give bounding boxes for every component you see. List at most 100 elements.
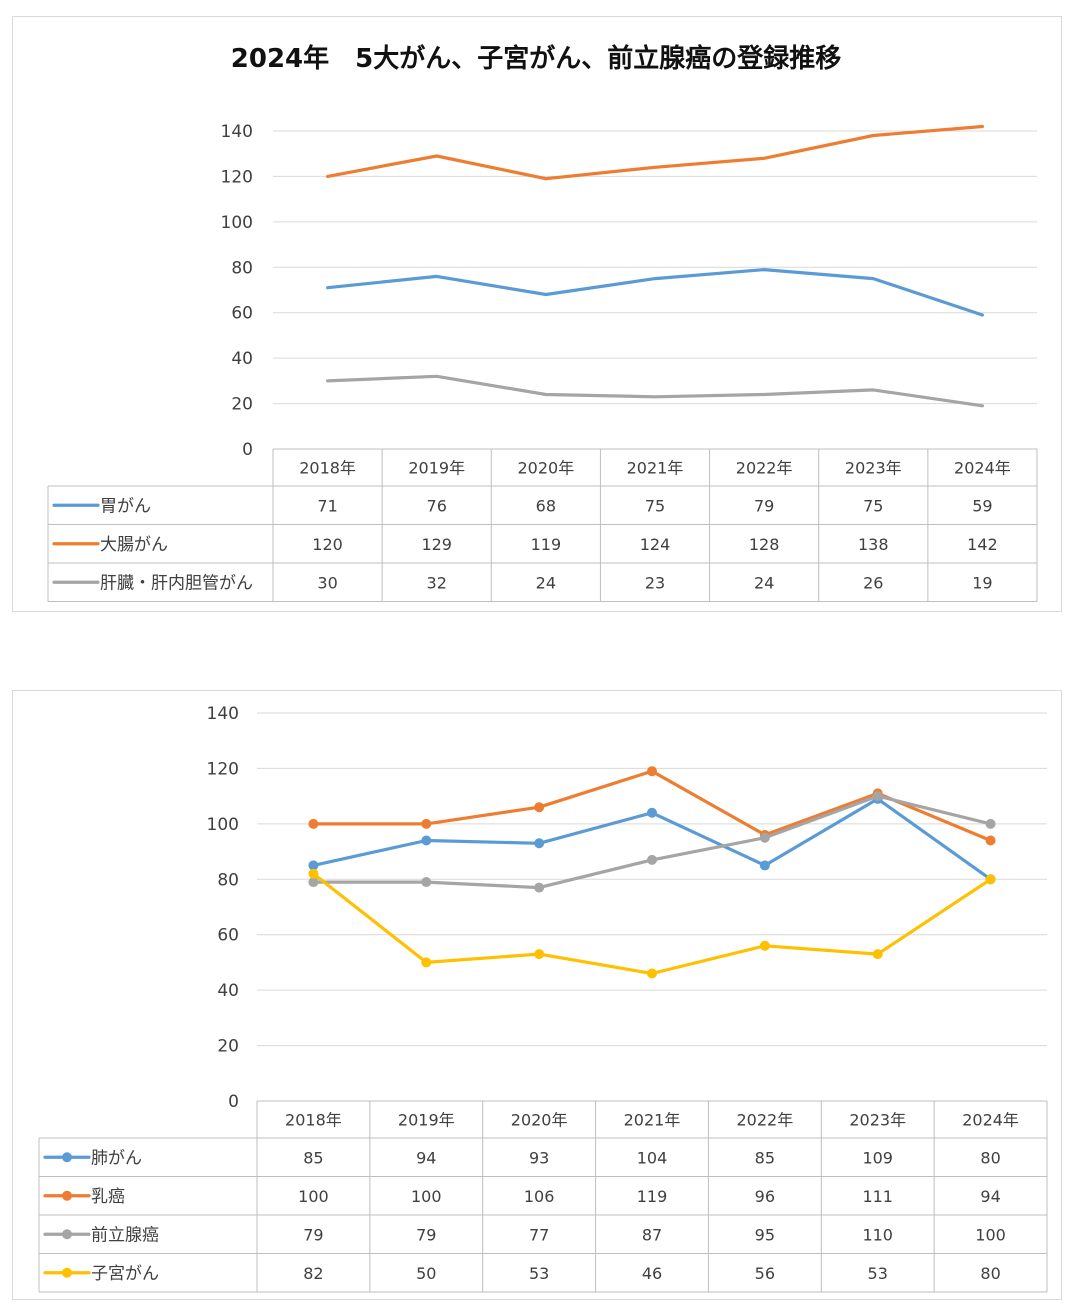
data-table-value: 138 — [858, 535, 889, 554]
data-table-value: 53 — [868, 1264, 888, 1283]
x-category-label: 2021年 — [627, 459, 684, 478]
y-tick-label: 60 — [217, 926, 239, 946]
data-table-value: 76 — [427, 496, 447, 515]
data-point — [872, 791, 883, 802]
data-table-value: 96 — [755, 1187, 775, 1206]
data-table-value: 82 — [303, 1264, 323, 1283]
data-point — [647, 807, 657, 818]
data-point — [647, 766, 657, 777]
data-table-value: 129 — [421, 535, 452, 554]
data-table-value: 32 — [427, 573, 447, 592]
data-point — [534, 882, 545, 893]
y-tick-label: 20 — [231, 395, 253, 415]
data-point — [308, 818, 319, 829]
legend-label: 胃がん — [100, 496, 151, 516]
data-table-value: 23 — [645, 573, 665, 592]
series-line-4 — [311, 872, 993, 976]
y-tick-label: 40 — [217, 981, 239, 1001]
data-table-value: 46 — [642, 1264, 662, 1283]
x-category-label: 2023年 — [849, 1111, 906, 1130]
y-tick-label: 80 — [217, 870, 239, 890]
data-point — [759, 940, 770, 951]
x-category-label: 2018年 — [285, 1111, 342, 1130]
data-table-value: 85 — [303, 1148, 323, 1167]
x-category-label: 2020年 — [511, 1111, 568, 1130]
data-point — [647, 968, 657, 979]
data-table-value: 24 — [754, 573, 774, 592]
chart-panel-bottom: 0 20 40 60 80 100 120 140 2018年 2019年 2020年 2021年 20… — [12, 690, 1062, 1300]
data-table-value: 93 — [529, 1148, 549, 1167]
legend-label: 乳癌 — [91, 1187, 125, 1207]
data-table-value: 110 — [862, 1225, 893, 1244]
data-table-value: 120 — [312, 535, 343, 554]
data-table-value: 119 — [637, 1187, 668, 1206]
data-point — [534, 949, 545, 960]
legend-marker-1 — [62, 1152, 72, 1163]
data-table-value: 124 — [640, 535, 671, 554]
data-table-value: 100 — [411, 1187, 442, 1206]
x-category-label: 2023年 — [845, 459, 902, 478]
data-table-value: 100 — [298, 1187, 329, 1206]
series-line-1 — [326, 268, 985, 317]
x-category-label: 2020年 — [517, 459, 574, 478]
data-point — [308, 877, 319, 888]
data-point — [985, 835, 996, 846]
data-table-value: 79 — [416, 1225, 436, 1244]
chart-bottom: 0 20 40 60 80 100 120 140 2018年 2019年 2020年 2021年 20… — [38, 704, 1048, 1293]
chart-top: 2024年 5大がん、子宮がん、前立腺癌の登録推移 0 20 40 60 80 100 120… — [47, 43, 1038, 602]
data-table-value: 71 — [317, 496, 337, 515]
data-table-value: 85 — [755, 1148, 775, 1167]
data-table-value: 94 — [416, 1148, 436, 1167]
x-category-label: 2022年 — [736, 459, 793, 478]
data-table-value: 79 — [303, 1225, 323, 1244]
x-category-label: 2019年 — [408, 459, 465, 478]
data-table-value: 87 — [642, 1225, 662, 1244]
data-table-value: 128 — [749, 535, 780, 554]
data-point — [308, 860, 319, 871]
chart-title: 2024年 5大がん、子宮がん、前立腺癌の登録推移 — [231, 43, 841, 74]
data-point — [985, 874, 996, 885]
y-tick-label: 60 — [231, 304, 253, 324]
legend-label: 肺がん — [91, 1148, 142, 1168]
data-point — [872, 949, 883, 960]
data-point — [534, 838, 545, 849]
data-point — [534, 802, 545, 813]
y-tick-label: 120 — [221, 167, 253, 187]
x-category-label: 2024年 — [962, 1111, 1019, 1130]
x-category-label: 2024年 — [954, 459, 1011, 478]
y-tick-label: 140 — [221, 122, 253, 142]
data-table-value: 50 — [416, 1264, 436, 1283]
data-point — [308, 868, 319, 879]
data-table-value: 53 — [529, 1264, 549, 1283]
legend-marker-2 — [62, 1190, 72, 1201]
y-tick-label: 100 — [221, 213, 253, 233]
data-table-value: 106 — [524, 1187, 555, 1206]
data-table-value: 59 — [972, 496, 992, 515]
y-tick-label: 20 — [217, 1037, 239, 1057]
legend-marker-4 — [62, 1267, 72, 1278]
legend-label: 大腸がん — [100, 535, 168, 555]
x-category-label: 2022年 — [736, 1111, 793, 1130]
x-category-label: 2018年 — [299, 459, 356, 478]
data-point — [759, 832, 770, 843]
data-table-value: 75 — [645, 496, 665, 515]
y-tick-label: 40 — [231, 349, 253, 369]
data-point — [421, 818, 432, 829]
data-point — [421, 835, 432, 846]
data-table-value: 95 — [755, 1225, 775, 1244]
data-table-value: 79 — [754, 496, 774, 515]
series-line-2 — [326, 124, 985, 181]
data-table-value: 80 — [980, 1148, 1000, 1167]
data-table-value: 19 — [972, 573, 992, 592]
data-table-value: 26 — [863, 573, 883, 592]
data-table-value: 80 — [980, 1264, 1000, 1283]
data-table-value: 77 — [529, 1225, 549, 1244]
data-table-value: 142 — [967, 535, 998, 554]
data-table-value: 75 — [863, 496, 883, 515]
data-table-value: 119 — [531, 535, 562, 554]
x-category-label: 2021年 — [624, 1111, 681, 1130]
series-line-3 — [326, 374, 985, 408]
y-tick-label: 140 — [207, 704, 239, 724]
data-table-value: 111 — [862, 1187, 893, 1206]
x-category-label: 2019年 — [398, 1111, 455, 1130]
